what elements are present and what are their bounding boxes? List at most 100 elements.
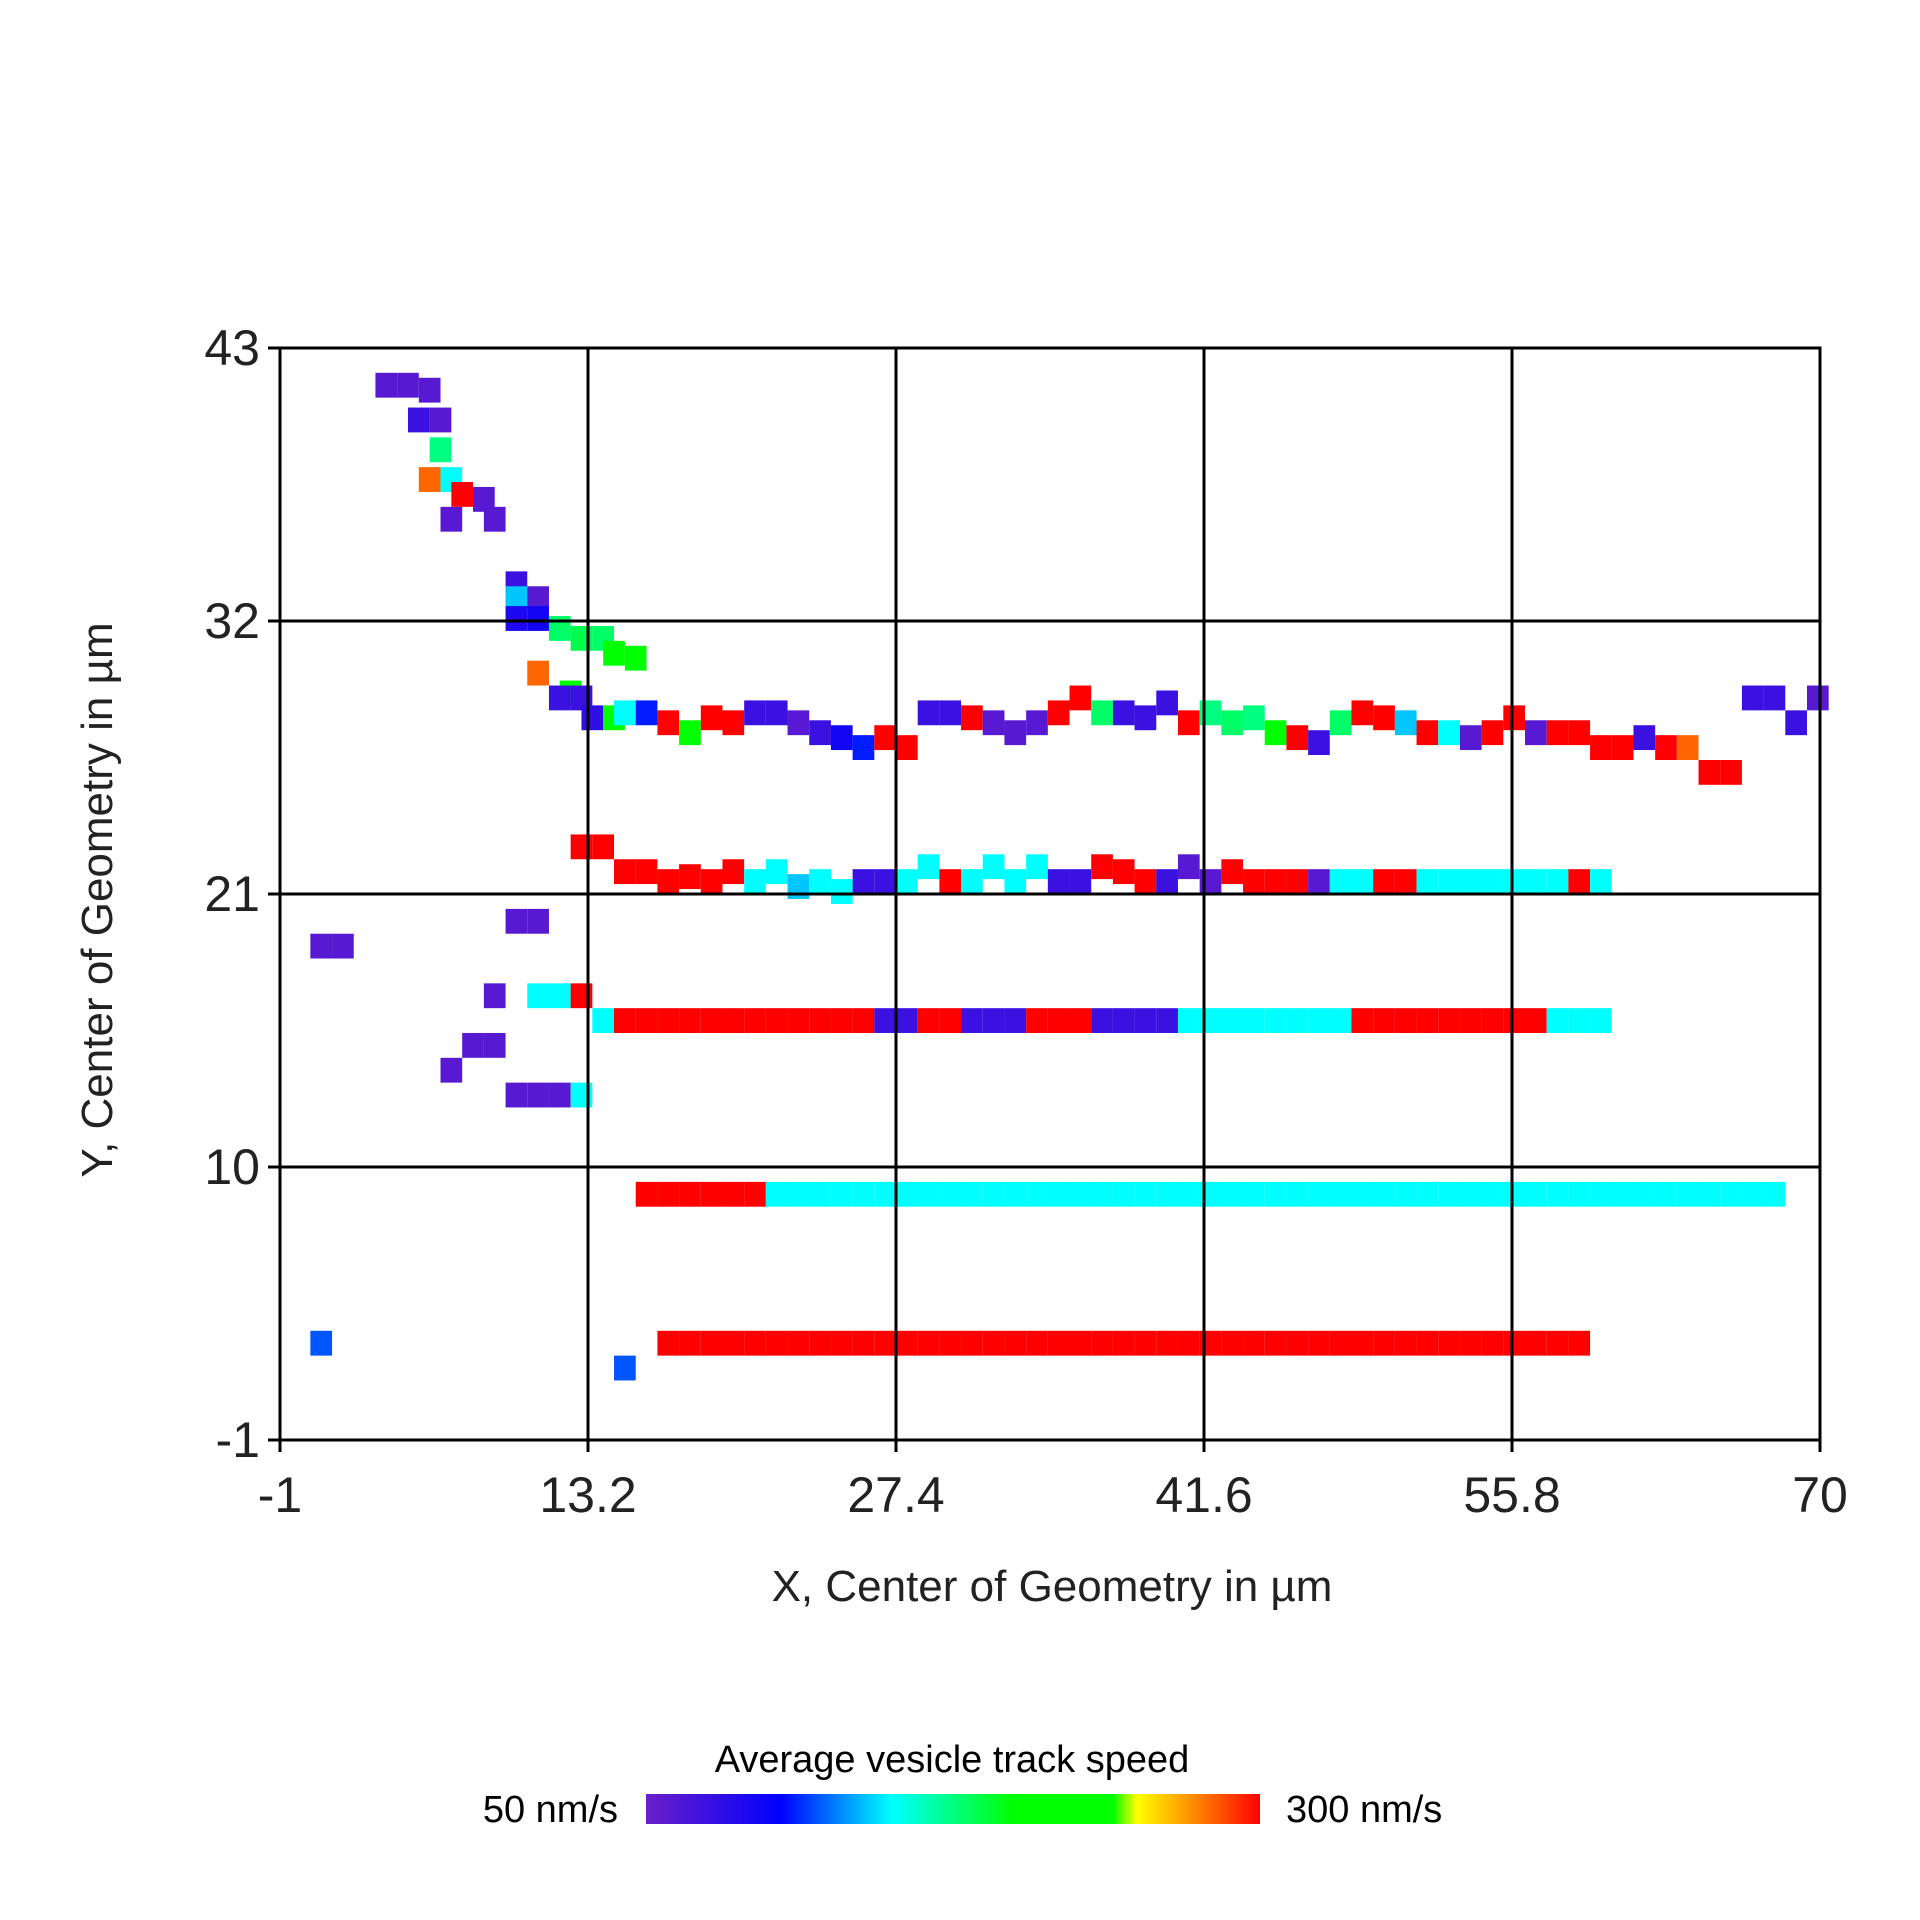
heatmap-cell: [830, 1181, 853, 1207]
heatmap-cell: [1525, 720, 1547, 746]
heatmap-cell: [1004, 1330, 1027, 1356]
heatmap-cell: [657, 1008, 680, 1033]
heatmap-cell: [505, 606, 528, 631]
heatmap-cell: [1112, 1330, 1135, 1356]
heatmap-cell: [852, 1008, 875, 1033]
heatmap-cell: [1351, 1008, 1374, 1033]
x-tick-label: -1: [258, 1467, 302, 1523]
heatmap-cell: [1069, 1181, 1092, 1207]
heatmap-cell: [1459, 869, 1482, 894]
heatmap-cell: [1286, 1181, 1309, 1207]
heatmap-cell: [1590, 869, 1612, 894]
heatmap-cell: [765, 859, 788, 885]
heatmap-cell: [548, 1082, 571, 1108]
heatmap-cell: [1633, 725, 1656, 751]
heatmap-cell: [581, 705, 604, 731]
heatmap-cell: [787, 1008, 810, 1033]
heatmap-cell: [939, 700, 962, 726]
heatmap-cell: [1156, 1330, 1178, 1356]
heatmap-cell: [700, 1330, 723, 1356]
x-tick-label: 70: [1792, 1467, 1848, 1523]
heatmap-cell: [1264, 869, 1287, 894]
heatmap-cell: [614, 1008, 636, 1033]
heatmap-cell: [722, 1008, 745, 1033]
heatmap-cell: [1459, 1330, 1482, 1356]
heatmap-cell: [505, 1082, 528, 1108]
heatmap-cell: [1438, 1330, 1460, 1356]
heatmap-cell: [1416, 1330, 1439, 1356]
heatmap-cell: [765, 1008, 788, 1033]
heatmap-cell: [1329, 1008, 1352, 1033]
colorbar-gradient: [646, 1794, 1260, 1824]
heatmap-cell: [982, 1008, 1005, 1033]
heatmap-cell: [1416, 1181, 1439, 1207]
heatmap-cell: [679, 1181, 701, 1207]
heatmap-cell: [722, 710, 745, 736]
heatmap-cell: [1221, 1008, 1244, 1033]
heatmap-cell: [635, 1008, 658, 1033]
heatmap-cell: [1459, 1181, 1482, 1207]
heatmap-cell: [1112, 859, 1135, 885]
heatmap-cell: [1308, 1008, 1330, 1033]
heatmap-cell: [1221, 1330, 1244, 1356]
x-axis-title: X, Center of Geometry in µm: [772, 1562, 1333, 1611]
x-tick-label: 27.4: [847, 1467, 944, 1523]
heatmap-cell: [483, 983, 506, 1009]
heatmap-cell: [744, 1330, 766, 1356]
heatmap-cell: [1503, 705, 1526, 731]
heatmap-cell: [527, 1082, 549, 1108]
heatmap-cell: [1351, 869, 1374, 894]
heatmap-cell: [1221, 1181, 1244, 1207]
heatmap-cell: [1806, 685, 1829, 711]
heatmap-cell: [1416, 869, 1439, 894]
heatmap-cell: [527, 983, 549, 1009]
heatmap-cell: [1112, 700, 1135, 726]
heatmap-cell: [1069, 1330, 1092, 1356]
heatmap-cell: [1525, 1330, 1547, 1356]
heatmap-cell: [961, 705, 983, 731]
heatmap-cell: [700, 705, 723, 731]
heatmap-cell: [896, 869, 918, 894]
heatmap-cell: [1156, 1181, 1178, 1207]
heatmap-cell: [1177, 710, 1200, 736]
y-tick-label: 43: [204, 320, 260, 376]
heatmap-cell: [1026, 1008, 1048, 1033]
heatmap-cell: [1091, 700, 1113, 726]
heatmap-cell: [917, 854, 940, 880]
heatmap-cell: [614, 1355, 636, 1381]
heatmap-cell: [407, 407, 430, 433]
heatmap-cell: [1546, 1181, 1569, 1207]
heatmap-cell: [1525, 1008, 1547, 1033]
heatmap-cell: [332, 933, 354, 959]
heatmap-cell: [700, 869, 723, 894]
heatmap-cell: [440, 506, 463, 532]
heatmap-cell: [1394, 869, 1417, 894]
colorbar-title: Average vesicle track speed: [715, 1739, 1190, 1781]
heatmap-cell: [1329, 1330, 1352, 1356]
heatmap-cell: [1373, 869, 1395, 894]
heatmap-cell: [722, 859, 745, 885]
heatmap-cell: [1546, 720, 1569, 746]
heatmap-cell: [722, 1330, 745, 1356]
heatmap-cell: [310, 933, 333, 959]
heatmap-cell: [1134, 1008, 1157, 1033]
heatmap-cell: [1568, 1181, 1591, 1207]
heatmap-cell: [473, 486, 495, 512]
heatmap-cell: [700, 1008, 723, 1033]
heatmap-cell: [1134, 1181, 1157, 1207]
heatmap-cell: [1243, 1330, 1265, 1356]
heatmap-cell: [852, 1181, 875, 1207]
heatmap-cell: [1698, 759, 1721, 785]
heatmap-cell: [1134, 705, 1157, 731]
heatmap-cell: [1394, 1008, 1417, 1033]
heatmap-cell: [657, 710, 680, 736]
heatmap-cell: [1568, 720, 1591, 746]
heatmap-cell: [961, 1181, 983, 1207]
heatmap-cell: [1026, 854, 1048, 880]
heatmap-cell: [592, 1008, 615, 1033]
heatmap-cell: [1177, 854, 1200, 880]
heatmap-cell: [874, 725, 896, 751]
heatmap-cell: [1286, 1008, 1309, 1033]
heatmap-cell: [505, 586, 528, 612]
heatmap-cell: [679, 720, 701, 746]
